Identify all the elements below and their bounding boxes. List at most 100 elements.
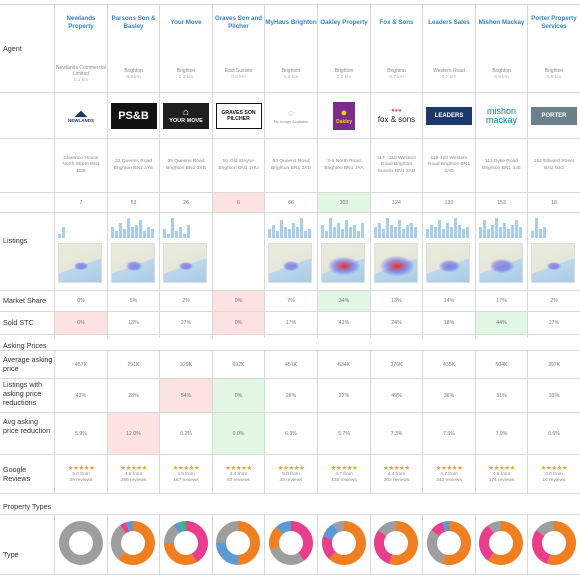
- review-count[interactable]: 167 reviews: [173, 478, 199, 483]
- avg-reduction-value: 6.6%: [548, 430, 560, 437]
- histogram-bar: [337, 223, 340, 238]
- agent-logo-cell: ⌂ YOUR MOVE: [160, 93, 212, 138]
- agent-location-cell: Brighton 0.7 km: [371, 57, 422, 92]
- histogram-bar: [325, 231, 328, 238]
- histogram-bar: [276, 231, 279, 238]
- price-reductions-value: 49%: [391, 392, 402, 399]
- market-share-value: 2%: [182, 298, 190, 304]
- rating-score: 4.5 from: [124, 472, 143, 477]
- sold-stc-value: 0%: [234, 320, 243, 326]
- listings-count-cell: 124: [371, 193, 422, 212]
- sold-stc-value: 44%: [496, 320, 507, 326]
- histogram-bar: [300, 218, 303, 238]
- agent-name-link[interactable]: Your Move: [170, 18, 202, 26]
- donut-segment: [59, 521, 103, 565]
- agent-name-link[interactable]: Oakley Property: [320, 18, 368, 26]
- donut-segment: [378, 521, 397, 537]
- column-divider: [475, 4, 476, 338]
- histogram-bar: [349, 227, 352, 238]
- avg-reduction-cell: 5.7%: [318, 413, 370, 454]
- histogram-bar: [167, 234, 170, 238]
- listings-count-cell: 303: [318, 193, 370, 212]
- market-share-value: 34%: [338, 298, 350, 304]
- review-count[interactable]: 62 reviews: [227, 478, 250, 483]
- listings-map[interactable]: [374, 243, 418, 283]
- agent-name-link[interactable]: Leaders Sales: [428, 18, 470, 26]
- review-count[interactable]: 138 reviews: [331, 478, 357, 483]
- listings-count: 7: [79, 199, 83, 206]
- google-reviews-cell: ★★★★★ 4.4 from 62 reviews: [213, 455, 264, 493]
- listings-map[interactable]: [111, 243, 155, 283]
- listings-count: 130: [444, 199, 454, 206]
- review-count[interactable]: 255 reviews: [120, 478, 147, 483]
- column-divider: [370, 350, 371, 493]
- histogram-bar: [406, 225, 409, 238]
- agent-location: Brighton: [492, 68, 511, 74]
- agent-logo-cell: ●●● fox & sons: [371, 93, 422, 138]
- review-count[interactable]: 29 reviews: [69, 478, 93, 483]
- avg-asking-price-cell: 291K: [108, 351, 159, 378]
- agent-distance: 0.7 km: [389, 74, 404, 80]
- review-count[interactable]: 33 reviews: [279, 478, 303, 483]
- market-share-cell: 0%: [55, 291, 107, 311]
- listings-map[interactable]: [58, 243, 102, 283]
- donut-segment: [185, 521, 208, 563]
- column-divider: [212, 4, 213, 338]
- avg-reduction-cell: 6.3%: [265, 413, 317, 454]
- agent-location: Brighton: [387, 68, 406, 74]
- donut-segment: [547, 521, 576, 565]
- listings-map[interactable]: [426, 243, 470, 283]
- histogram-bar: [442, 229, 445, 238]
- histogram-bar: [187, 225, 190, 238]
- listings-map[interactable]: [321, 243, 365, 283]
- agent-logo: PS&B: [110, 102, 157, 129]
- listings-map[interactable]: [479, 243, 523, 283]
- agent-name-link[interactable]: Graves Son and Pilcher: [214, 14, 263, 30]
- row-label-google-reviews: Google Reviews: [3, 465, 31, 483]
- listings-map[interactable]: [163, 243, 207, 283]
- listings-map[interactable]: [268, 243, 312, 283]
- donut-segment: [126, 521, 134, 532]
- price-reductions-value: 28%: [128, 392, 139, 399]
- donut-segment: [164, 542, 197, 565]
- price-reductions-value: 0%: [234, 392, 243, 399]
- review-count[interactable]: 340 reviews: [436, 478, 462, 483]
- review-count[interactable]: 174 reviews: [488, 478, 515, 483]
- sold-stc-value: 17%: [548, 320, 560, 326]
- agent-name-link[interactable]: Porter Property Services: [531, 14, 577, 30]
- agent-address-cell: 32 Queens Road Brighton BN1 3YE: [108, 139, 159, 192]
- agent-name-link[interactable]: Mishon Mackay: [478, 18, 525, 26]
- agent-name-link[interactable]: MyHaus Brighton: [265, 18, 317, 26]
- rating-score: 4.7 from: [440, 472, 458, 477]
- avg-reduction-value: 6.2%: [180, 430, 192, 437]
- histogram-bar: [183, 234, 186, 238]
- agent-location-cell: Brighton 0.3 km: [108, 57, 159, 92]
- histogram-bar: [123, 229, 126, 238]
- agent-logo: ◢◣ NEWLANDS: [58, 102, 104, 129]
- heat-blob: [438, 259, 460, 273]
- histogram-bar: [430, 225, 433, 238]
- google-reviews-cell: ★★★★★ 5.0 from 33 reviews: [265, 455, 317, 493]
- agent-address-cell: 64 Queens Road Brighton BN1 3XD: [265, 139, 317, 192]
- review-count[interactable]: 16 reviews: [542, 478, 566, 483]
- price-reductions-value: 31%: [496, 392, 507, 399]
- price-reductions-value: 26%: [285, 392, 297, 399]
- agent-name-link[interactable]: Fox & Sons: [379, 18, 414, 26]
- histogram-bar: [507, 229, 510, 238]
- histogram-bar: [308, 229, 311, 238]
- agent-name-link[interactable]: Newlands Property: [66, 14, 96, 30]
- price-reductions-cell: 54%: [160, 379, 212, 412]
- donut-segment: [323, 523, 339, 540]
- donut-segment: [532, 530, 551, 564]
- agent-name-cell: Graves Son and Pilcher: [213, 5, 264, 40]
- review-count[interactable]: 202 reviews: [383, 478, 410, 483]
- histogram-bar: [414, 227, 417, 238]
- agent-name-link[interactable]: Parsons Son & Basley: [111, 14, 156, 30]
- listings-map[interactable]: [531, 243, 575, 283]
- row-divider: [0, 350, 580, 351]
- column-divider: [107, 4, 108, 338]
- price-reductions-cell: 26%: [265, 379, 317, 412]
- listings-count-cell: 26: [160, 193, 212, 212]
- rating-score: 4.5 from: [177, 472, 195, 477]
- agent-location-cell: Brighton 0.8 km: [528, 57, 580, 92]
